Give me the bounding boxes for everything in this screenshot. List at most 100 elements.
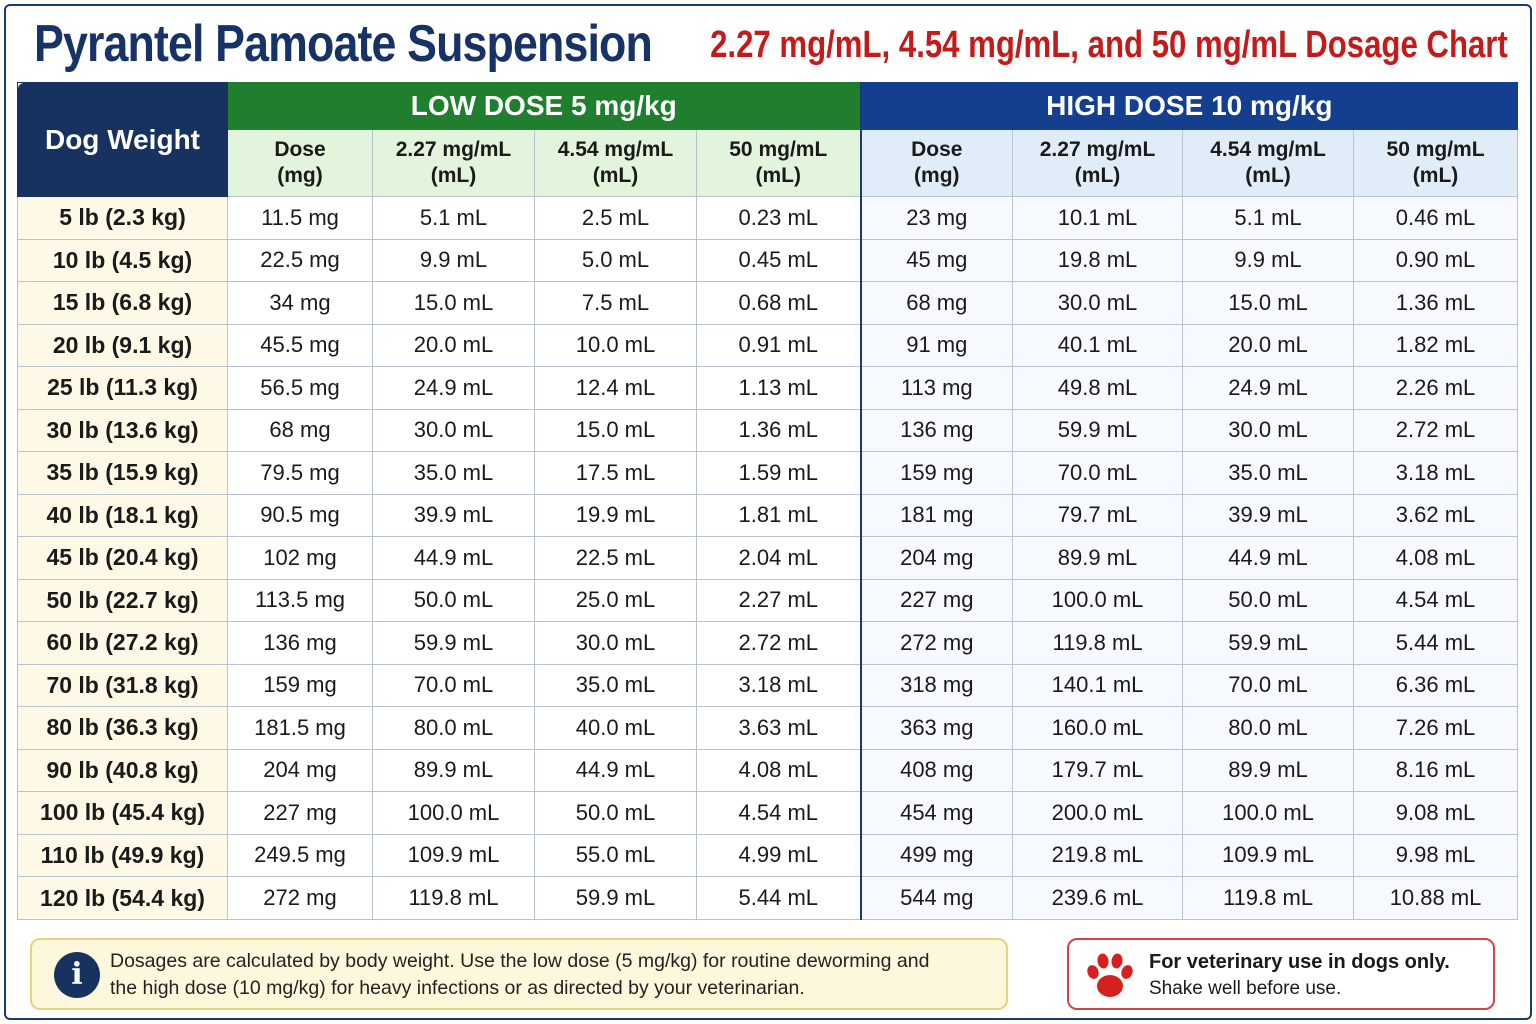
high-dose-cell: 200.0 mL — [1012, 791, 1184, 835]
header-line: 4.54 mg/mL — [1210, 138, 1326, 161]
header-line: 50 mg/mL — [1386, 138, 1485, 161]
low-dose-cell: 102 mg — [227, 536, 373, 580]
low-dose-cell: 9.9 mL — [372, 238, 535, 283]
note-line-2: the high dose (10 mg/kg) for heavy infec… — [110, 977, 805, 999]
high-dose-cell: 10.88 mL — [1353, 876, 1519, 920]
low-dose-cell: 2.27 mL — [695, 578, 862, 623]
low-dose-cell: 22.5 mg — [227, 238, 373, 283]
header-unit: (mg) — [914, 164, 960, 187]
low-dose-cell: 50.0 mL — [534, 791, 697, 835]
dog-weight-cell: 35 lb (15.9 kg) — [17, 451, 228, 495]
high-dose-cell: 2.72 mL — [1353, 408, 1519, 453]
low-dose-cell: 11.5 mg — [227, 196, 373, 240]
high-dose-cell: 23 mg — [859, 196, 1014, 240]
high-dose-cell: 181 mg — [859, 493, 1014, 538]
header-unit: (mL) — [1074, 164, 1121, 187]
table-row: 90 lb (40.8 kg) 204 mg 89.9 mL 44.9 mL 4.08 … — [17, 748, 1519, 793]
dog-weight-cell: 30 lb (13.6 kg) — [17, 408, 228, 453]
dog-weight-cell: 60 lb (27.2 kg) — [17, 621, 228, 665]
header-unit: (mL) — [1245, 164, 1291, 187]
note-text: Dosages are calculated by body weight. U… — [110, 948, 990, 1002]
low-dose-cell: 56.5 mg — [227, 366, 373, 410]
high-dose-cell: 91 mg — [859, 323, 1014, 368]
low-dose-cell: 34 mg — [227, 281, 373, 325]
high-dose-cell: 100.0 mL — [1182, 791, 1355, 835]
high-dose-cell: 9.9 mL — [1182, 238, 1355, 283]
low-dose-cell: 0.23 mL — [695, 196, 862, 240]
high-dose-mg-header: Dose (mg) — [859, 129, 1014, 197]
low-dose-cell: 79.5 mg — [227, 451, 373, 495]
high-dose-cell: 179.7 mL — [1012, 748, 1184, 793]
low-dose-cell: 5.0 mL — [534, 238, 697, 283]
table-row: 40 lb (18.1 kg) 90.5 mg 39.9 mL 19.9 mL 1.81… — [17, 493, 1519, 538]
low-dose-cell: 19.9 mL — [534, 493, 697, 538]
low-dose-cell: 7.5 mL — [534, 281, 697, 325]
low-dose-cell: 10.0 mL — [534, 323, 697, 368]
high-dose-cell: 7.26 mL — [1353, 706, 1519, 750]
low-454-header: 4.54 mg/mL (mL) — [534, 129, 697, 197]
high-dose-cell: 24.9 mL — [1182, 366, 1355, 410]
high-dose-cell: 119.8 mL — [1182, 876, 1355, 920]
low-dose-cell: 12.4 mL — [534, 366, 697, 410]
dog-weight-cell: 20 lb (9.1 kg) — [17, 323, 228, 368]
low-dose-cell: 70.0 mL — [372, 663, 535, 708]
group-header-row: Dog Weight LOW DOSE 5 mg/kg HIGH DOSE 10… — [17, 82, 1519, 197]
low-dose-cell: 44.9 mL — [372, 536, 535, 580]
table-row: 15 lb (6.8 kg) 34 mg 15.0 mL 7.5 mL 0.68 mL 6… — [17, 281, 1519, 325]
high-dose-cell: 9.98 mL — [1353, 833, 1519, 878]
high-dose-cell: 40.1 mL — [1012, 323, 1184, 368]
low-50-header: 50 mg/mL (mL) — [695, 129, 862, 197]
high-dose-cell: 363 mg — [859, 706, 1014, 750]
table-row: 20 lb (9.1 kg) 45.5 mg 20.0 mL 10.0 mL 0.91 … — [17, 323, 1519, 368]
dog-weight-cell: 80 lb (36.3 kg) — [17, 706, 228, 750]
table-row: 35 lb (15.9 kg) 79.5 mg 35.0 mL 17.5 mL 1.59… — [17, 451, 1519, 495]
page-frame — [4, 4, 1532, 1020]
low-dose-cell: 272 mg — [227, 876, 373, 920]
high-dose-cell: 79.7 mL — [1012, 493, 1184, 538]
high-dose-cell: 499 mg — [859, 833, 1014, 878]
high-dose-cell: 35.0 mL — [1182, 451, 1355, 495]
high-dose-cell: 100.0 mL — [1012, 578, 1184, 623]
low-dose-cell: 59.9 mL — [534, 876, 697, 920]
shake-well-text: Shake well before use. — [1149, 978, 1342, 999]
high-dose-cell: 4.08 mL — [1353, 536, 1519, 580]
note-line-1: Dosages are calculated by body weight. U… — [110, 950, 930, 972]
dog-weight-cell: 5 lb (2.3 kg) — [17, 196, 228, 240]
header-line: 4.54 mg/mL — [557, 138, 674, 161]
table-row: 50 lb (22.7 kg) 113.5 mg 50.0 mL 25.0 mL 2.2… — [17, 578, 1519, 623]
info-icon: i — [54, 952, 100, 998]
high-dose-cell: 113 mg — [859, 366, 1014, 410]
low-dose-cell: 30.0 mL — [534, 621, 697, 665]
high-dose-cell: 219.8 mL — [1012, 833, 1184, 878]
high-dose-cell: 119.8 mL — [1012, 621, 1184, 665]
low-dose-cell: 59.9 mL — [372, 621, 535, 665]
low-dose-cell: 100.0 mL — [372, 791, 535, 835]
header-line: Dose — [274, 138, 326, 161]
vet-use-text: For veterinary use in dogs only. — [1149, 951, 1450, 973]
low-dose-cell: 3.18 mL — [695, 663, 862, 708]
table-row: 5 lb (2.3 kg) 11.5 mg 5.1 mL 2.5 mL 0.23 mL 2… — [17, 196, 1519, 240]
high-dose-cell: 89.9 mL — [1012, 536, 1184, 580]
high-dose-cell: 1.82 mL — [1353, 323, 1519, 368]
high-dose-cell: 68 mg — [859, 281, 1014, 325]
low-dose-cell: 68 mg — [227, 408, 373, 453]
header-unit: (mL) — [592, 164, 639, 187]
high-dose-cell: 44.9 mL — [1182, 536, 1355, 580]
low-dose-cell: 4.99 mL — [695, 833, 862, 878]
low-dose-cell: 25.0 mL — [534, 578, 697, 623]
low-dose-mg-header: Dose (mg) — [227, 129, 373, 197]
high-dose-cell: 20.0 mL — [1182, 323, 1355, 368]
low-dose-cell: 0.45 mL — [695, 238, 862, 283]
low-dose-cell: 35.0 mL — [534, 663, 697, 708]
high-dose-cell: 3.18 mL — [1353, 451, 1519, 495]
header-unit: (mL) — [430, 164, 477, 187]
high-dose-cell: 59.9 mL — [1012, 408, 1184, 453]
low-dose-cell: 136 mg — [227, 621, 373, 665]
low-dose-cell: 80.0 mL — [372, 706, 535, 750]
low-dose-cell: 55.0 mL — [534, 833, 697, 878]
column-header-row: Dose (mg) 2.27 mg/mL (mL) 4.54 mg/mL (mL) 5… — [18, 129, 1519, 197]
low-dose-cell: 113.5 mg — [227, 578, 373, 623]
page-subtitle: 2.27 mg/mL, 4.54 mg/mL, and 50 mg/mL Dos… — [710, 24, 1508, 66]
high-50-header: 50 mg/mL (mL) — [1353, 129, 1519, 197]
high-dose-cell: 204 mg — [859, 536, 1014, 580]
